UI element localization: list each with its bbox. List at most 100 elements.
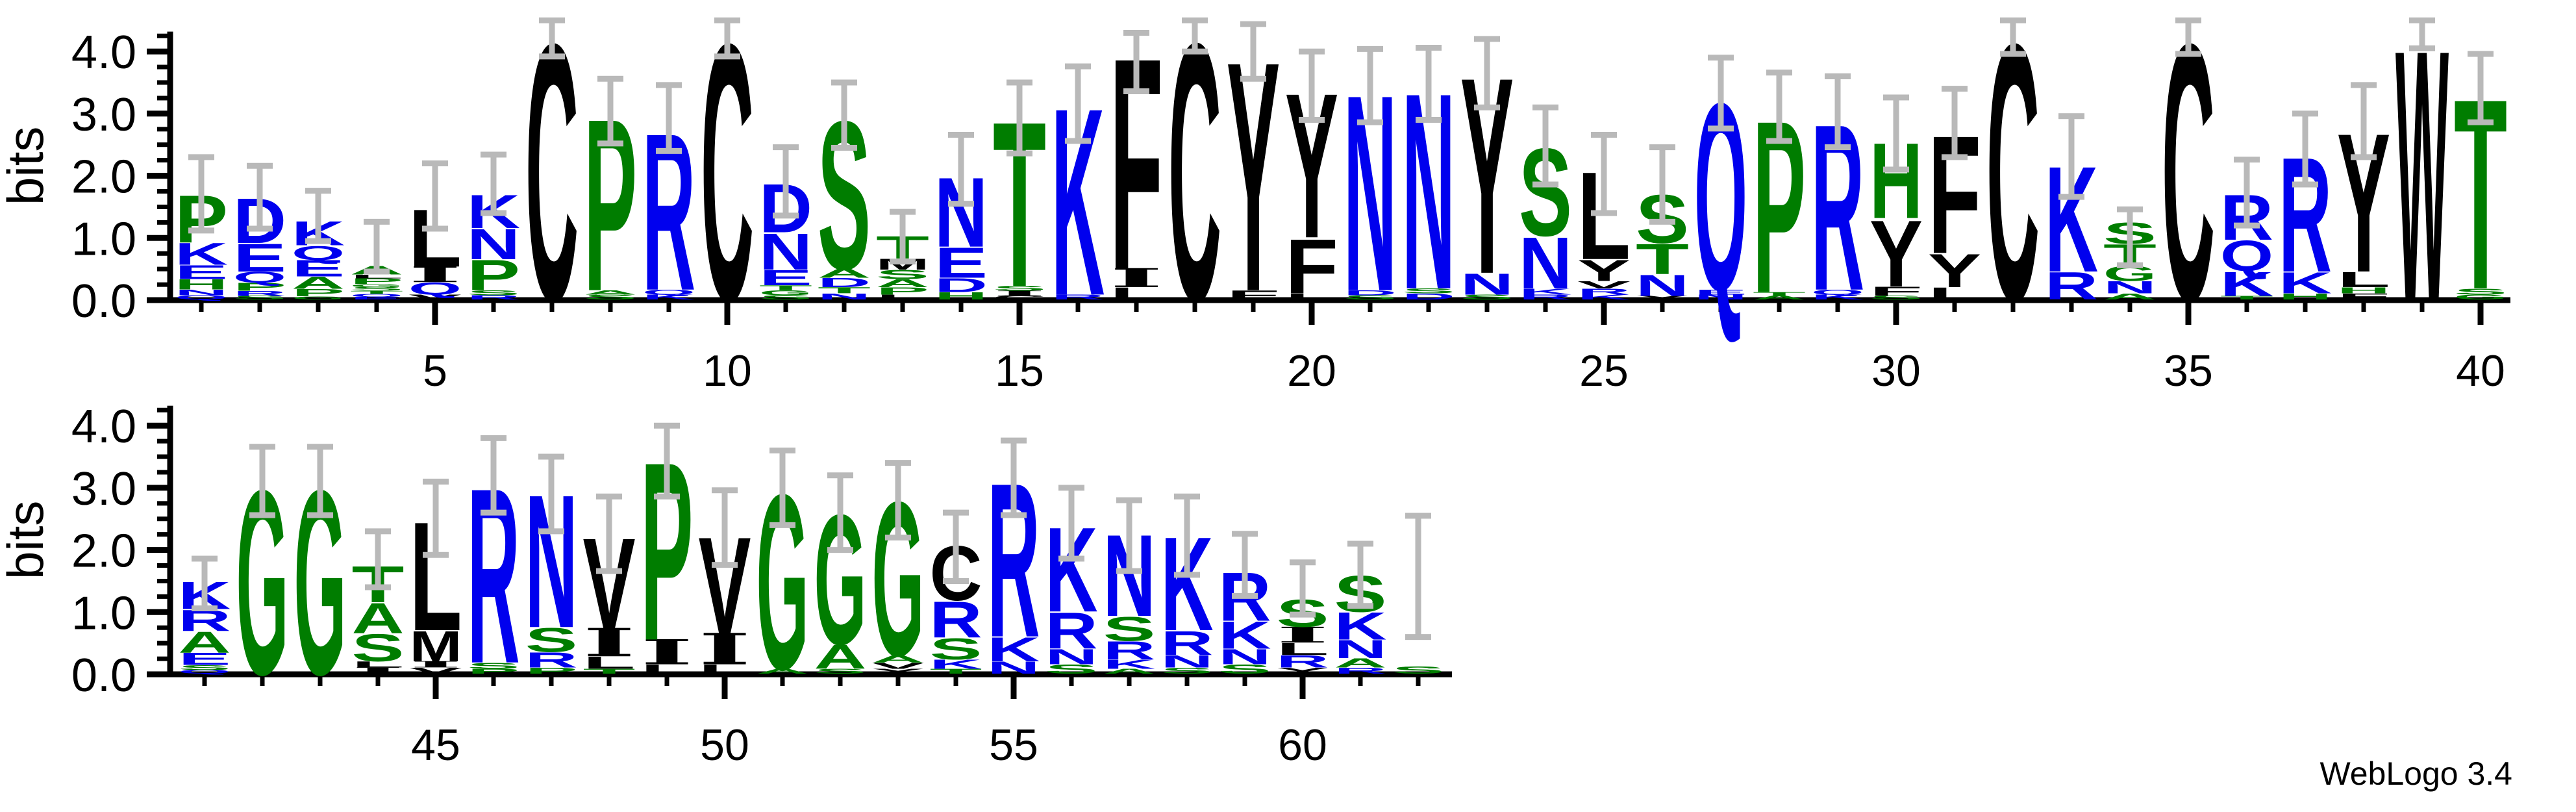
error-bar	[2409, 17, 2435, 51]
error-bar	[1174, 493, 1200, 578]
error-bar	[1591, 131, 1617, 216]
error-bar	[192, 555, 218, 612]
error-bar	[249, 444, 275, 518]
x-tick-label: 5	[423, 346, 447, 396]
error-bar	[1347, 540, 1373, 609]
error-bar	[1649, 144, 1675, 225]
logo-letter-R: R	[1277, 652, 1329, 671]
logo-letter-L: L	[1285, 292, 1338, 301]
error-bar	[654, 422, 680, 500]
logo-letter-L: L	[876, 294, 929, 301]
error-bar	[188, 154, 214, 234]
error-bar	[948, 131, 974, 207]
logo-letter-G: G	[350, 283, 403, 288]
logo-letter-R: R	[2045, 264, 2098, 308]
logo-letter-A: A	[876, 277, 929, 289]
error-bar	[2292, 110, 2318, 188]
logo-letter-Y: Y	[872, 668, 925, 676]
weblogo-credit-label: WebLogo 3.4	[2320, 755, 2512, 792]
logo-letter-I: I	[993, 289, 1046, 298]
x-tick-label: 20	[1287, 346, 1336, 396]
error-bar	[1232, 531, 1258, 599]
error-bar	[1708, 55, 1734, 132]
logo-letter-N: N	[1460, 267, 1514, 301]
error-bar	[365, 528, 391, 590]
error-bar	[1357, 45, 1383, 125]
logo-letter-G: G	[2454, 294, 2507, 301]
logo-letter-L: L	[350, 273, 403, 279]
error-bar	[1290, 559, 1316, 618]
error-bar	[596, 493, 622, 574]
logo-letter-K: K	[642, 294, 695, 301]
logo-letter-T: T	[1753, 291, 1806, 297]
error-bar	[769, 447, 795, 528]
logo-letter-N: N	[1519, 222, 1572, 304]
logo-letter-L: L	[699, 662, 751, 676]
logo-letter-S: S	[1869, 295, 1923, 301]
logo-letter-K: K	[988, 630, 1040, 668]
logo-letter-C: C	[2162, 0, 2215, 377]
error-bar	[885, 460, 911, 540]
error-bar	[1532, 104, 1558, 188]
logo-letter-A: A	[1103, 668, 1156, 676]
error-bar	[538, 453, 564, 535]
error-bar	[827, 472, 853, 553]
logo-letter-L: L	[2337, 268, 2390, 292]
error-bar	[1123, 29, 1149, 94]
error-bar	[1942, 86, 1968, 160]
logo-letter-E: E	[179, 650, 231, 669]
logo-letter-H: H	[2337, 286, 2390, 296]
logo-stack-pos-31: LYF	[1928, 100, 1981, 303]
error-bar	[481, 435, 506, 516]
error-bar	[712, 487, 738, 568]
logo-letter-K: K	[1519, 286, 1572, 296]
logo-letter-S: S	[468, 661, 520, 670]
logo-letter-P: P	[350, 277, 403, 285]
logo-letter-T: T	[583, 668, 636, 676]
logo-letter-S: S	[993, 285, 1046, 292]
error-bar	[1825, 73, 1851, 151]
logo-letter-I: I	[699, 624, 751, 675]
logo-letter-D: D	[818, 275, 871, 290]
y-tick-label: 3.0	[71, 463, 136, 515]
logo-letter-T: T	[1636, 235, 1689, 283]
error-bar	[656, 82, 682, 154]
error-bar	[2468, 51, 2494, 125]
logo-letter-V: V	[410, 666, 463, 676]
error-bar	[539, 17, 565, 60]
error-bar	[364, 218, 390, 275]
logo-letter-E: E	[292, 255, 345, 281]
y-tick-label: 0.0	[71, 275, 136, 327]
logo-letter-S: S	[467, 289, 520, 297]
logo-letter-S: S	[1045, 662, 1098, 676]
logo-letter-Q: Q	[179, 669, 231, 675]
logo-letter-R: R	[1045, 602, 1098, 660]
logo-letter-Q: Q	[1811, 288, 1864, 296]
logo-letter-E: E	[759, 266, 812, 290]
logo-letter-E: E	[175, 261, 228, 283]
logo-letter-Q: Q	[350, 293, 403, 298]
x-tick-label: 30	[1871, 346, 1921, 396]
logo-letter-S: S	[233, 295, 286, 301]
logo-letter-D: D	[934, 274, 988, 296]
error-bar	[422, 160, 448, 232]
logo-letter-V: V	[1577, 279, 1631, 291]
x-tick-label: 50	[700, 720, 749, 770]
logo-letter-P: P	[876, 285, 929, 297]
logo-stack-pos-62: S	[1392, 665, 1445, 676]
logo-letter-R: R	[1577, 286, 1631, 296]
logo-letter-K: K	[2279, 266, 2332, 299]
error-bar	[1474, 36, 1500, 110]
logo-letter-M: M	[410, 622, 462, 670]
logo-letter-N: N	[1045, 645, 1098, 669]
x-tick-label: 45	[411, 720, 460, 770]
logo-letter-R: R	[1334, 666, 1387, 676]
logo-letter-S: S	[1161, 666, 1214, 676]
error-bar	[597, 75, 623, 147]
logo-letter-S: S	[179, 664, 231, 672]
logo-letter-D: D	[1402, 292, 1455, 301]
error-bar	[1182, 17, 1208, 55]
